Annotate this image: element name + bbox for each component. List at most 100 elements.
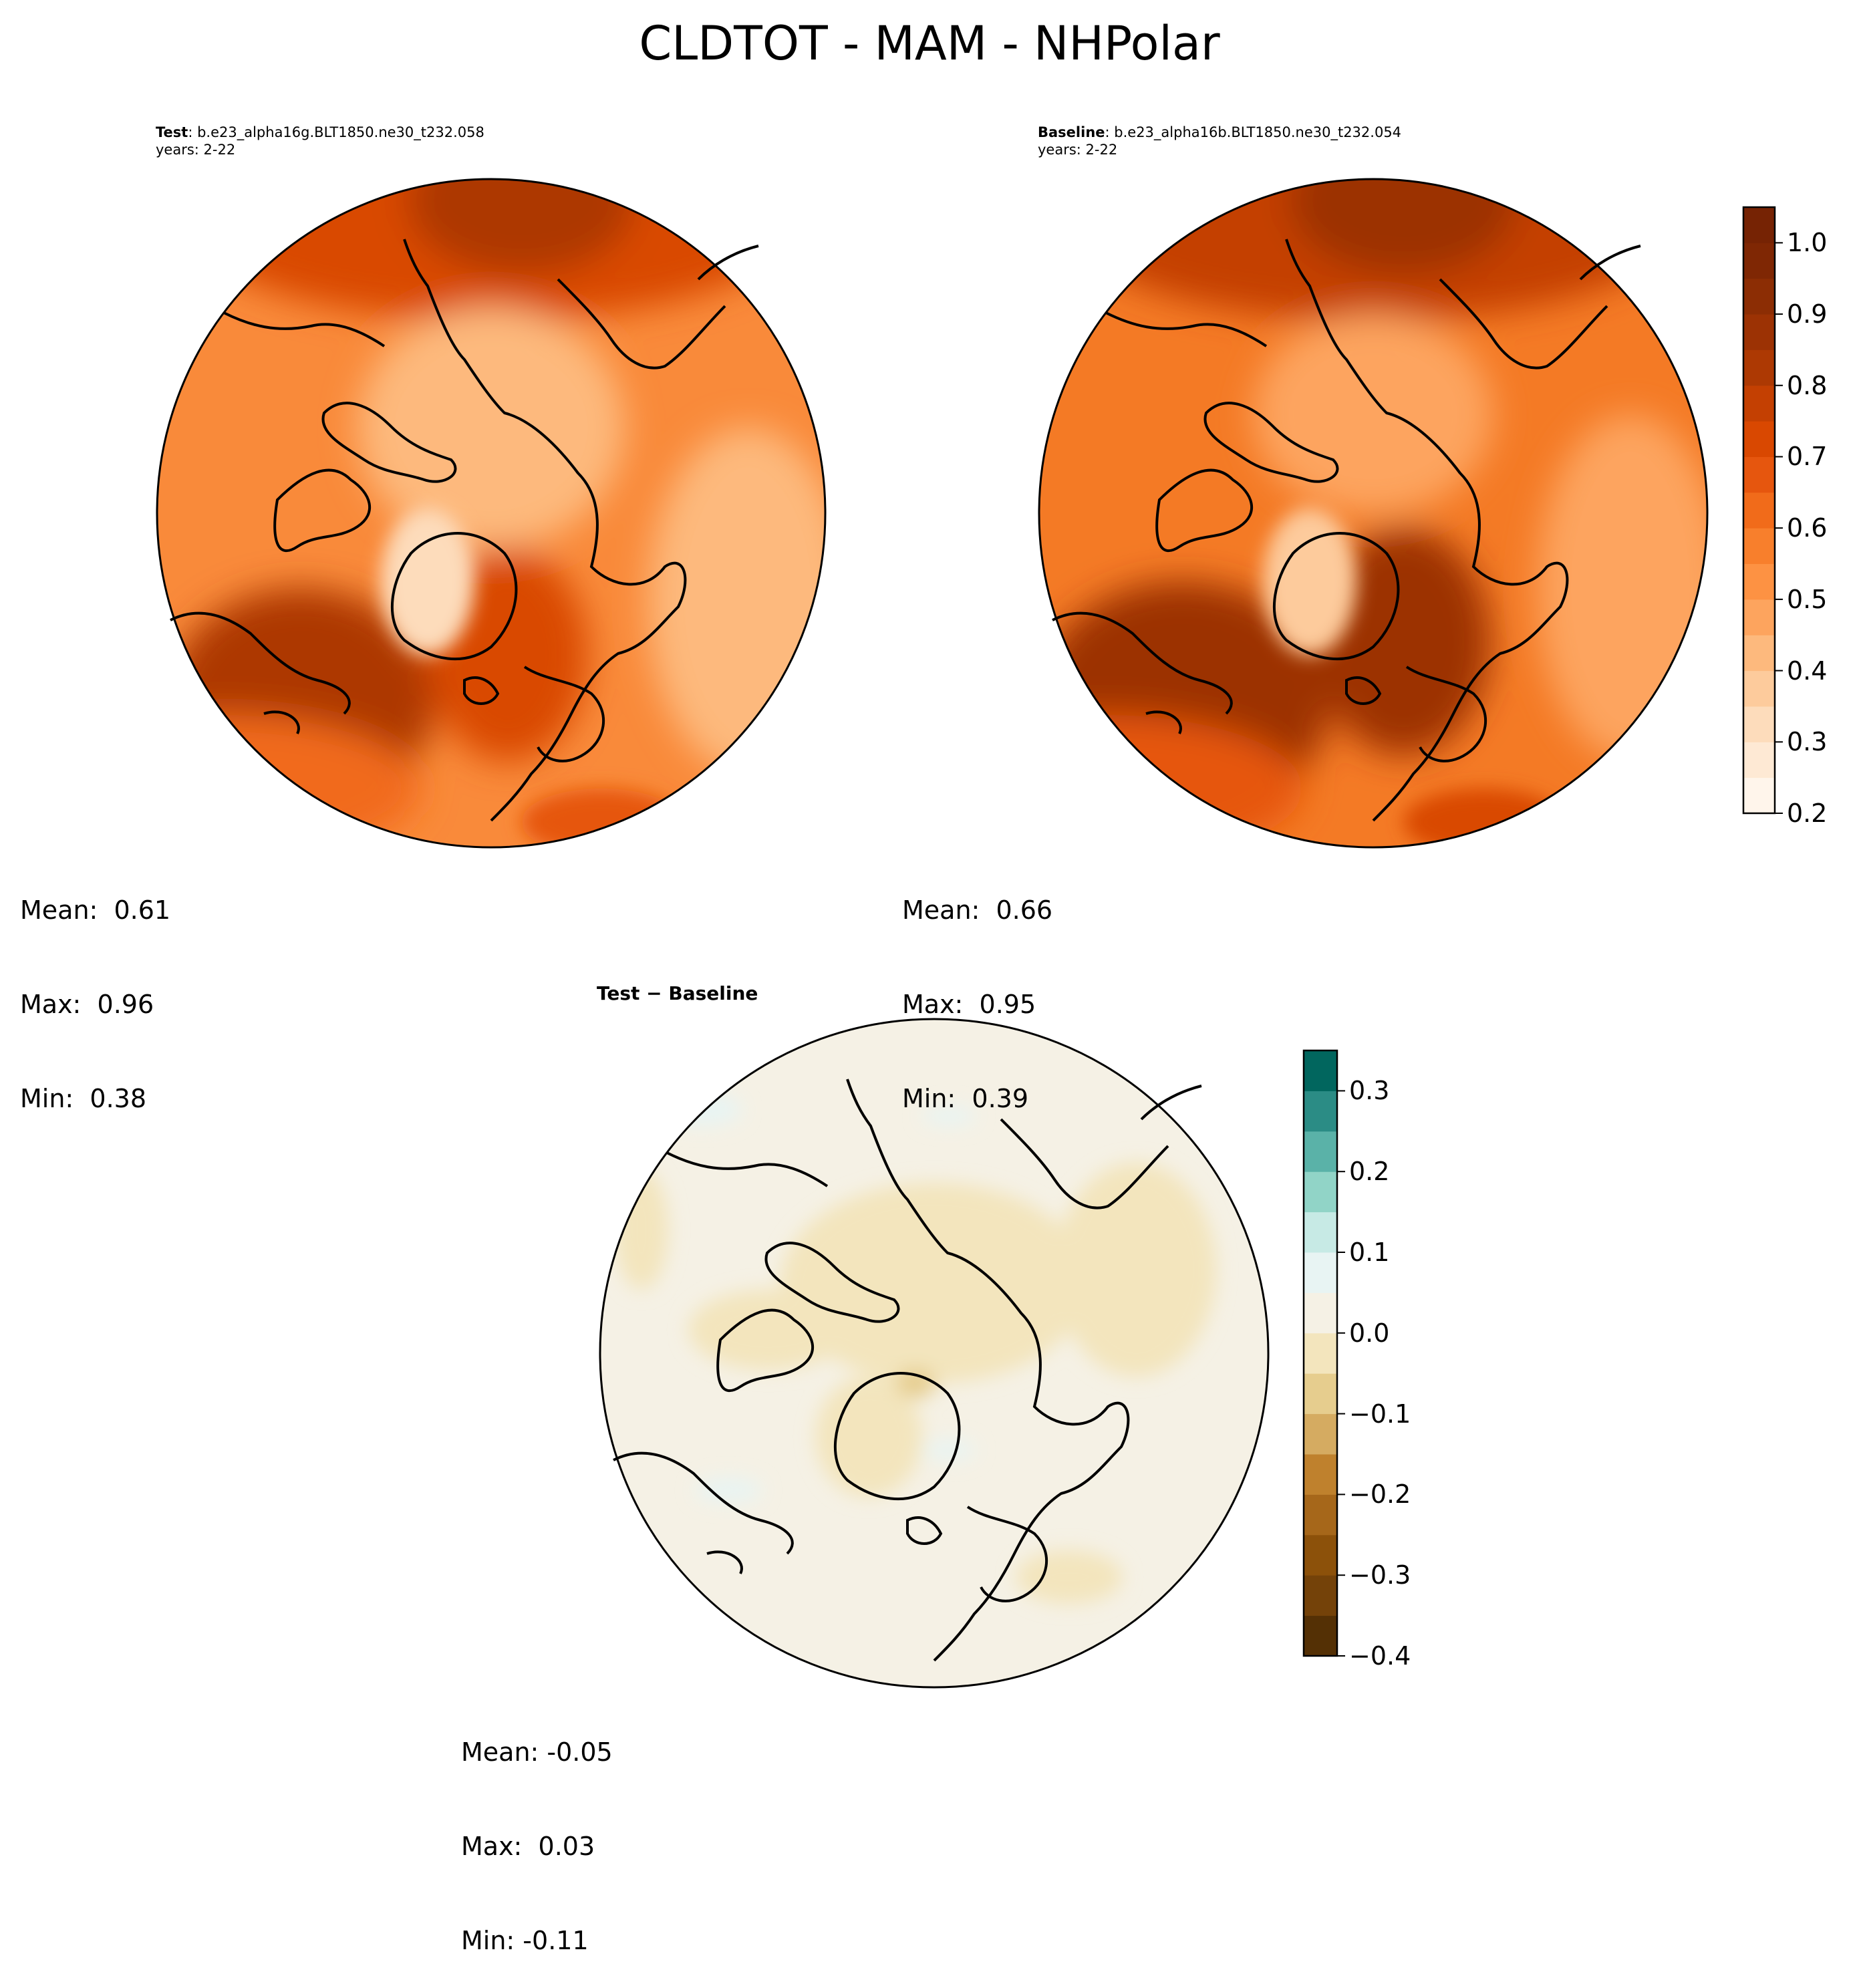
main-colorbar-level-7 — [1743, 528, 1775, 565]
main-colorbar-level-14 — [1743, 278, 1775, 315]
main-colorbar-tick-label: 0.2 — [1787, 799, 1828, 828]
difference-colorbar-level-14 — [1304, 1050, 1337, 1091]
test-field-south — [521, 789, 682, 847]
baseline-min: Min: 0.39 — [902, 1084, 1028, 1113]
main-colorbar-tick-label: 0.7 — [1787, 442, 1828, 472]
test-map — [156, 178, 827, 849]
baseline-field-south — [1403, 789, 1564, 847]
main-colorbar — [1742, 206, 1783, 815]
figure-title: CLDTOT - MAM - NHPolar — [639, 16, 1220, 71]
difference-stats: Mean: -0.05 Max: 0.03 Min: -0.11 — [461, 1674, 613, 1988]
main-colorbar-level-16 — [1743, 207, 1775, 243]
difference-field-positive-center — [922, 1440, 976, 1460]
test-mean: Mean: 0.61 — [20, 895, 171, 925]
difference-colorbar-tick-label: 0.0 — [1349, 1318, 1390, 1348]
baseline-map-boundary — [1038, 178, 1709, 849]
baseline-map — [1038, 178, 1709, 849]
difference-colorbar-level-2 — [1304, 1534, 1337, 1576]
difference-colorbar-tick-label: −0.2 — [1349, 1479, 1411, 1510]
difference-field-archipelago — [688, 1290, 849, 1370]
main-colorbar-level-11 — [1743, 385, 1775, 422]
difference-field-south — [1016, 1550, 1123, 1604]
baseline-case-label: Baseline: b.e23_alpha16b.BLT1850.ne30_t2… — [1038, 124, 1401, 141]
test-field-greenland — [381, 508, 474, 655]
test-field-north-core — [408, 179, 635, 274]
test-label-bold: Test — [156, 124, 188, 140]
test-stats: Mean: 0.61 Max: 0.96 Min: 0.38 — [20, 832, 170, 1146]
baseline-field-greenland — [1263, 508, 1356, 655]
main-colorbar-tick-label: 0.5 — [1787, 584, 1828, 614]
difference-colorbar-level-4 — [1304, 1454, 1337, 1495]
main-colorbar-tick-label: 0.8 — [1787, 370, 1828, 400]
test-min: Min: 0.38 — [20, 1084, 146, 1113]
baseline-field-arctic — [1253, 314, 1493, 515]
difference-max: Max: 0.03 — [461, 1832, 595, 1861]
baseline-max: Max: 0.95 — [902, 990, 1036, 1019]
difference-field-east — [1056, 1163, 1216, 1377]
difference-colorbar-level-1 — [1304, 1575, 1337, 1616]
main-colorbar-level-1 — [1743, 742, 1775, 778]
difference-colorbar-tick-label: −0.4 — [1349, 1641, 1411, 1671]
main-colorbar-level-0 — [1743, 777, 1775, 814]
main-colorbar-level-10 — [1743, 421, 1775, 457]
main-colorbar-tick-label: 0.4 — [1787, 656, 1828, 686]
difference-colorbar-level-5 — [1304, 1413, 1337, 1455]
difference-colorbar-level-10 — [1304, 1212, 1337, 1253]
main-colorbar-level-13 — [1743, 314, 1775, 350]
main-colorbar-level-2 — [1743, 706, 1775, 742]
difference-colorbar-tick-label: −0.1 — [1349, 1399, 1411, 1429]
difference-colorbar-level-8 — [1304, 1292, 1337, 1334]
difference-field-positive-north — [662, 1093, 742, 1126]
difference-colorbar-level-6 — [1304, 1373, 1337, 1415]
test-label-case: : b.e23_alpha16g.BLT1850.ne30_t232.058 — [188, 124, 484, 140]
main-colorbar-level-9 — [1743, 456, 1775, 493]
difference-colorbar-level-0 — [1304, 1615, 1337, 1657]
difference-colorbar-level-9 — [1304, 1252, 1337, 1293]
difference-mean: Mean: -0.05 — [461, 1737, 613, 1767]
difference-colorbar — [1302, 1049, 1345, 1657]
test-field-east — [648, 428, 825, 775]
difference-colorbar-tick-label: 0.3 — [1349, 1076, 1390, 1106]
difference-label: Test − Baseline — [597, 982, 758, 1004]
difference-field-positive-southwest — [695, 1478, 762, 1502]
difference-colorbar-frame — [1302, 1049, 1338, 1657]
test-case-label: Test: b.e23_alpha16g.BLT1850.ne30_t232.0… — [156, 124, 484, 141]
difference-map-boundary — [599, 1018, 1270, 1689]
difference-colorbar-tick-label: 0.2 — [1349, 1157, 1390, 1187]
main-colorbar-tick-label: 1.0 — [1787, 228, 1828, 258]
test-map-boundary — [156, 178, 827, 849]
difference-colorbar-tick-label: 0.1 — [1349, 1238, 1390, 1267]
baseline-field-east — [1537, 414, 1707, 762]
difference-field-min — [895, 1369, 936, 1398]
test-max: Max: 0.96 — [20, 990, 154, 1019]
baseline-stats: Mean: 0.66 Max: 0.95 Min: 0.39 — [902, 832, 1052, 1146]
difference-field-greenland — [815, 1377, 922, 1497]
main-colorbar-level-15 — [1743, 243, 1775, 279]
difference-colorbar-level-11 — [1304, 1171, 1337, 1213]
baseline-mean: Mean: 0.66 — [902, 895, 1053, 925]
baseline-label-case: : b.e23_alpha16b.BLT1850.ne30_t232.054 — [1105, 124, 1402, 140]
main-colorbar-tick-label: 0.3 — [1787, 727, 1828, 757]
difference-min: Min: -0.11 — [461, 1926, 589, 1955]
test-field-arctic — [358, 307, 625, 548]
baseline-field-north-core — [1290, 179, 1517, 274]
main-colorbar-level-3 — [1743, 670, 1775, 707]
difference-colorbar-level-7 — [1304, 1332, 1337, 1374]
main-colorbar-tick-label: 0.6 — [1787, 513, 1828, 543]
main-colorbar-frame — [1742, 206, 1776, 815]
test-years-label: years: 2-22 — [156, 142, 236, 158]
difference-colorbar-level-12 — [1304, 1131, 1337, 1172]
difference-colorbar-level-3 — [1304, 1494, 1337, 1536]
difference-colorbar-tick-label: −0.3 — [1349, 1560, 1411, 1590]
baseline-field-norwegian-sea — [1316, 528, 1490, 755]
difference-field-arctic — [780, 1183, 1088, 1383]
main-colorbar-level-5 — [1743, 599, 1775, 635]
baseline-label-bold: Baseline — [1038, 124, 1105, 140]
difference-colorbar-level-13 — [1304, 1091, 1337, 1132]
main-colorbar-level-4 — [1743, 635, 1775, 672]
map-canvas — [156, 178, 1783, 1689]
main-colorbar-tick-label: 0.9 — [1787, 299, 1828, 329]
main-colorbar-level-12 — [1743, 349, 1775, 386]
main-colorbar-level-6 — [1743, 563, 1775, 600]
main-colorbar-level-8 — [1743, 492, 1775, 529]
